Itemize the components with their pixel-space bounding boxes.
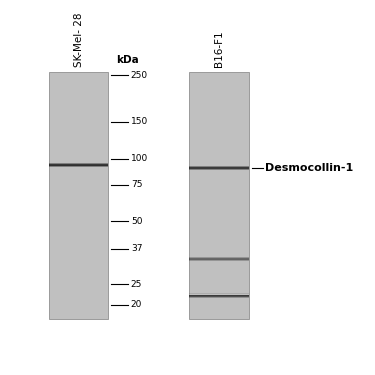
Text: B16-F1: B16-F1 (214, 30, 224, 67)
Text: 150: 150 (131, 117, 148, 126)
Text: Desmocollin-1: Desmocollin-1 (265, 163, 353, 173)
Text: 50: 50 (131, 217, 142, 226)
Text: 25: 25 (131, 280, 142, 289)
Text: 37: 37 (131, 244, 142, 253)
Text: 20: 20 (131, 300, 142, 309)
Text: kDa: kDa (116, 55, 139, 65)
Text: 100: 100 (131, 154, 148, 163)
Text: 250: 250 (131, 71, 148, 80)
Bar (189, 72, 249, 319)
Bar (49, 72, 108, 319)
Text: 75: 75 (131, 180, 142, 189)
Text: SK-Mel- 28: SK-Mel- 28 (74, 12, 84, 67)
